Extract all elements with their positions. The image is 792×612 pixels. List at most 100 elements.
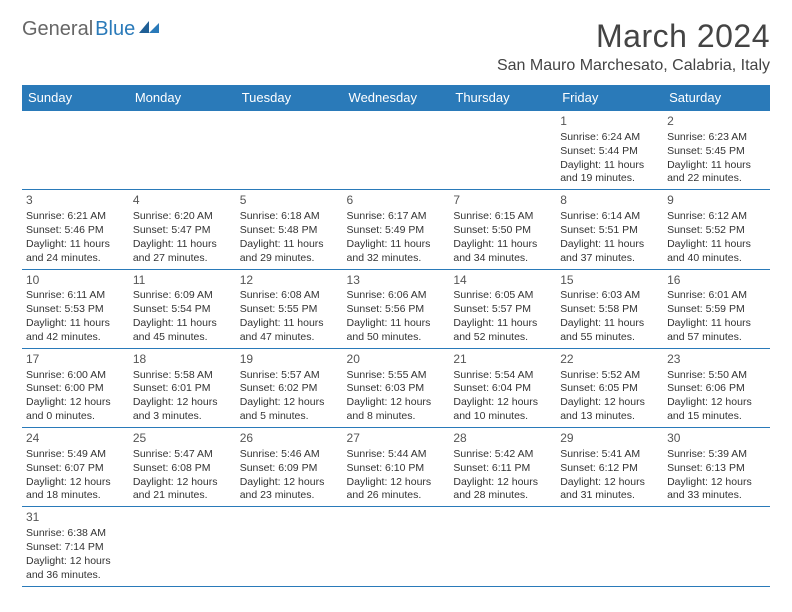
daylight-text: Daylight: 11 hours and 37 minutes.	[560, 238, 659, 266]
day-number: 31	[26, 510, 125, 526]
daylight-text: Daylight: 11 hours and 57 minutes.	[667, 317, 766, 345]
sunset-text: Sunset: 5:48 PM	[240, 224, 339, 238]
day-number: 25	[133, 431, 232, 447]
calendar-cell: 15Sunrise: 6:03 AMSunset: 5:58 PMDayligh…	[556, 269, 663, 348]
sunset-text: Sunset: 6:05 PM	[560, 382, 659, 396]
sunset-text: Sunset: 6:08 PM	[133, 462, 232, 476]
col-saturday: Saturday	[663, 85, 770, 111]
sunset-text: Sunset: 5:57 PM	[453, 303, 552, 317]
calendar-cell: 9Sunrise: 6:12 AMSunset: 5:52 PMDaylight…	[663, 190, 770, 269]
month-title: March 2024	[497, 18, 770, 55]
day-number: 18	[133, 352, 232, 368]
logo-text-general: General	[22, 18, 93, 41]
sunset-text: Sunset: 5:50 PM	[453, 224, 552, 238]
sunrise-text: Sunrise: 6:03 AM	[560, 289, 659, 303]
calendar-cell: 13Sunrise: 6:06 AMSunset: 5:56 PMDayligh…	[343, 269, 450, 348]
sunrise-text: Sunrise: 6:06 AM	[347, 289, 446, 303]
daylight-text: Daylight: 11 hours and 22 minutes.	[667, 159, 766, 187]
logo: General Blue	[22, 18, 161, 41]
calendar-table: Sunday Monday Tuesday Wednesday Thursday…	[22, 85, 770, 587]
calendar-cell: 4Sunrise: 6:20 AMSunset: 5:47 PMDaylight…	[129, 190, 236, 269]
calendar-row: 1Sunrise: 6:24 AMSunset: 5:44 PMDaylight…	[22, 111, 770, 190]
calendar-cell: 30Sunrise: 5:39 AMSunset: 6:13 PMDayligh…	[663, 428, 770, 507]
calendar-cell: 28Sunrise: 5:42 AMSunset: 6:11 PMDayligh…	[449, 428, 556, 507]
calendar-cell: 20Sunrise: 5:55 AMSunset: 6:03 PMDayligh…	[343, 348, 450, 427]
sunrise-text: Sunrise: 6:08 AM	[240, 289, 339, 303]
sunset-text: Sunset: 5:46 PM	[26, 224, 125, 238]
day-number: 10	[26, 273, 125, 289]
daylight-text: Daylight: 12 hours and 21 minutes.	[133, 476, 232, 504]
col-monday: Monday	[129, 85, 236, 111]
day-number: 12	[240, 273, 339, 289]
day-number: 5	[240, 193, 339, 209]
sunset-text: Sunset: 6:02 PM	[240, 382, 339, 396]
calendar-cell: 25Sunrise: 5:47 AMSunset: 6:08 PMDayligh…	[129, 428, 236, 507]
sunset-text: Sunset: 5:58 PM	[560, 303, 659, 317]
sunrise-text: Sunrise: 5:57 AM	[240, 369, 339, 383]
day-number: 1	[560, 114, 659, 130]
daylight-text: Daylight: 12 hours and 26 minutes.	[347, 476, 446, 504]
calendar-cell	[236, 507, 343, 586]
calendar-cell: 14Sunrise: 6:05 AMSunset: 5:57 PMDayligh…	[449, 269, 556, 348]
header: General Blue March 2024 San Mauro Marche…	[22, 18, 770, 75]
col-thursday: Thursday	[449, 85, 556, 111]
sunset-text: Sunset: 5:59 PM	[667, 303, 766, 317]
col-tuesday: Tuesday	[236, 85, 343, 111]
daylight-text: Daylight: 12 hours and 10 minutes.	[453, 396, 552, 424]
sunrise-text: Sunrise: 5:46 AM	[240, 448, 339, 462]
sunrise-text: Sunrise: 6:18 AM	[240, 210, 339, 224]
day-number: 23	[667, 352, 766, 368]
calendar-cell: 16Sunrise: 6:01 AMSunset: 5:59 PMDayligh…	[663, 269, 770, 348]
daylight-text: Daylight: 11 hours and 55 minutes.	[560, 317, 659, 345]
daylight-text: Daylight: 11 hours and 34 minutes.	[453, 238, 552, 266]
sunrise-text: Sunrise: 6:05 AM	[453, 289, 552, 303]
sunset-text: Sunset: 6:07 PM	[26, 462, 125, 476]
sunset-text: Sunset: 5:55 PM	[240, 303, 339, 317]
sunset-text: Sunset: 5:47 PM	[133, 224, 232, 238]
daylight-text: Daylight: 12 hours and 0 minutes.	[26, 396, 125, 424]
sunrise-text: Sunrise: 6:38 AM	[26, 527, 125, 541]
day-number: 2	[667, 114, 766, 130]
daylight-text: Daylight: 11 hours and 32 minutes.	[347, 238, 446, 266]
daylight-text: Daylight: 12 hours and 18 minutes.	[26, 476, 125, 504]
sunrise-text: Sunrise: 5:52 AM	[560, 369, 659, 383]
col-wednesday: Wednesday	[343, 85, 450, 111]
sunrise-text: Sunrise: 6:15 AM	[453, 210, 552, 224]
calendar-cell	[22, 111, 129, 190]
daylight-text: Daylight: 12 hours and 15 minutes.	[667, 396, 766, 424]
sunrise-text: Sunrise: 5:42 AM	[453, 448, 552, 462]
calendar-cell	[449, 111, 556, 190]
day-number: 13	[347, 273, 446, 289]
sunrise-text: Sunrise: 6:17 AM	[347, 210, 446, 224]
day-number: 27	[347, 431, 446, 447]
day-number: 3	[26, 193, 125, 209]
logo-flag-icon	[139, 19, 161, 40]
day-number: 22	[560, 352, 659, 368]
daylight-text: Daylight: 12 hours and 31 minutes.	[560, 476, 659, 504]
calendar-cell: 23Sunrise: 5:50 AMSunset: 6:06 PMDayligh…	[663, 348, 770, 427]
day-number: 6	[347, 193, 446, 209]
day-number: 16	[667, 273, 766, 289]
calendar-cell: 22Sunrise: 5:52 AMSunset: 6:05 PMDayligh…	[556, 348, 663, 427]
day-number: 14	[453, 273, 552, 289]
day-number: 19	[240, 352, 339, 368]
calendar-cell: 26Sunrise: 5:46 AMSunset: 6:09 PMDayligh…	[236, 428, 343, 507]
sunrise-text: Sunrise: 6:14 AM	[560, 210, 659, 224]
sunrise-text: Sunrise: 6:20 AM	[133, 210, 232, 224]
daylight-text: Daylight: 11 hours and 47 minutes.	[240, 317, 339, 345]
daylight-text: Daylight: 11 hours and 24 minutes.	[26, 238, 125, 266]
daylight-text: Daylight: 11 hours and 27 minutes.	[133, 238, 232, 266]
calendar-cell: 18Sunrise: 5:58 AMSunset: 6:01 PMDayligh…	[129, 348, 236, 427]
calendar-cell: 5Sunrise: 6:18 AMSunset: 5:48 PMDaylight…	[236, 190, 343, 269]
calendar-cell: 11Sunrise: 6:09 AMSunset: 5:54 PMDayligh…	[129, 269, 236, 348]
calendar-cell: 29Sunrise: 5:41 AMSunset: 6:12 PMDayligh…	[556, 428, 663, 507]
daylight-text: Daylight: 11 hours and 40 minutes.	[667, 238, 766, 266]
sunset-text: Sunset: 6:12 PM	[560, 462, 659, 476]
day-number: 8	[560, 193, 659, 209]
sunrise-text: Sunrise: 6:00 AM	[26, 369, 125, 383]
calendar-cell: 31Sunrise: 6:38 AMSunset: 7:14 PMDayligh…	[22, 507, 129, 586]
sunrise-text: Sunrise: 5:54 AM	[453, 369, 552, 383]
sunset-text: Sunset: 6:13 PM	[667, 462, 766, 476]
sunrise-text: Sunrise: 6:24 AM	[560, 131, 659, 145]
col-sunday: Sunday	[22, 85, 129, 111]
